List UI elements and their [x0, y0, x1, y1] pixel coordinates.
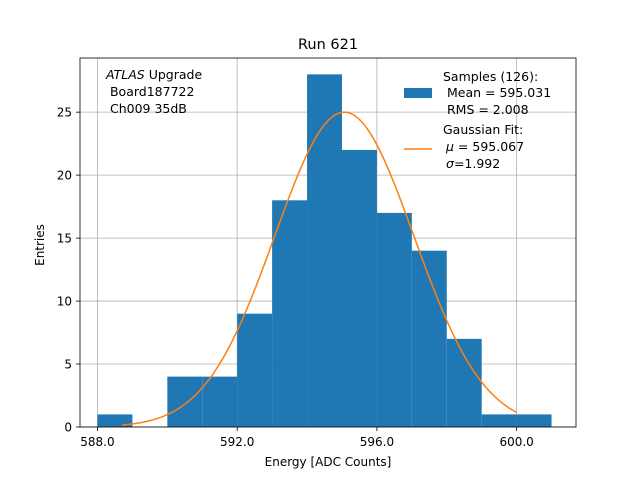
annotation-line-2: Board187722: [106, 84, 194, 99]
x-tick-label: 600.0: [499, 435, 533, 449]
legend-fit-line-1: Gaussian Fit:: [443, 122, 523, 137]
y-tick-label: 10: [57, 295, 72, 309]
y-tick-label: 20: [57, 169, 72, 183]
y-tick-label: 15: [57, 232, 72, 246]
histogram-bar: [446, 338, 482, 427]
legend-histogram-line-1: Samples (126):: [443, 69, 538, 84]
y-tick-label: 25: [57, 106, 72, 120]
histogram-bar: [307, 74, 342, 428]
legend: Samples (126): Mean = 595.031 RMS = 2.00…: [404, 69, 551, 171]
legend-mu-symbol: μ: [445, 139, 454, 154]
x-axis-ticks: 588.0 592.0 596.0 600.0: [80, 427, 534, 449]
legend-fit-mu: μ = 595.067: [445, 139, 524, 154]
axes-frame: [79, 57, 577, 428]
histogram-bar: [516, 414, 552, 427]
legend-histogram-line-3: RMS = 2.008: [443, 102, 529, 117]
annotation-atlas: ATLAS: [105, 67, 145, 82]
histogram-bar: [237, 313, 273, 427]
histogram-bar: [97, 414, 133, 427]
y-axis-ticks: 0 5 10 15 20 25: [57, 106, 80, 435]
chart-title: Run 621: [298, 37, 358, 53]
atlas-annotation: ATLAS Upgrade Board187722 Ch009 35dB: [105, 67, 202, 116]
y-tick-label: 5: [64, 358, 72, 372]
histogram-bar: [376, 212, 412, 427]
x-axis-label: Energy [ADC Counts]: [265, 455, 392, 469]
histogram-bar: [202, 376, 238, 427]
y-axis-label: Entries: [33, 224, 47, 266]
x-tick-label: 588.0: [80, 435, 114, 449]
histogram-bar: [481, 414, 517, 427]
annotation-upgrade: Upgrade: [145, 67, 203, 82]
y-tick-label: 0: [64, 421, 72, 435]
legend-sigma-symbol: σ: [446, 156, 455, 171]
x-tick-label: 596.0: [360, 435, 394, 449]
histogram-bar: [167, 376, 203, 427]
legend-fit-sigma: σ=1.992: [446, 156, 500, 171]
legend-mu-value: = 595.067: [454, 139, 524, 154]
histogram-bar: [411, 250, 447, 427]
histogram-bar: [272, 200, 308, 427]
legend-sigma-value: =1.992: [454, 156, 500, 171]
histogram-bars: [97, 74, 552, 428]
gaussian-fit-curve: [121, 111, 517, 426]
annotation-line-1: ATLAS Upgrade: [105, 67, 202, 82]
legend-histogram-swatch: [404, 88, 432, 98]
annotation-line-3: Ch009 35dB: [106, 101, 187, 116]
histogram-bar: [341, 149, 377, 427]
x-tick-label: 592.0: [220, 435, 254, 449]
legend-histogram-line-2: Mean = 595.031: [443, 85, 551, 100]
